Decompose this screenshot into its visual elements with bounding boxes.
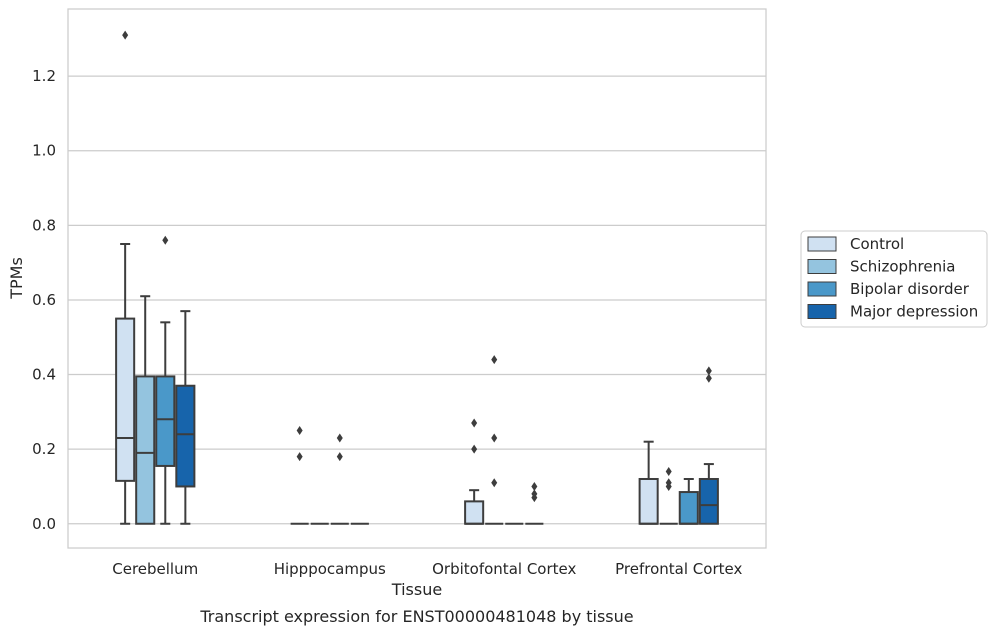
- outlier-point: [491, 478, 498, 488]
- y-tick-label: 1.2: [32, 67, 56, 85]
- box-1-0: [290, 426, 309, 525]
- box-3-2: [678, 477, 699, 525]
- figure-caption: Transcript expression for ENST0000048104…: [199, 607, 633, 626]
- boxes-layer: [115, 30, 719, 525]
- outlier-point: [336, 433, 343, 443]
- legend-swatch: [807, 236, 837, 252]
- outlier-point: [471, 418, 478, 428]
- outlier-point: [296, 452, 303, 462]
- box-body: [155, 375, 176, 467]
- box-body: [464, 500, 485, 525]
- box-body: [175, 384, 196, 488]
- outlier-point: [296, 426, 303, 436]
- outlier-point: [336, 452, 343, 462]
- y-tick-label: 1.0: [32, 142, 56, 160]
- outlier-point: [705, 366, 712, 376]
- box-body: [115, 317, 136, 482]
- box-2-0: [464, 418, 485, 525]
- legend-label: Control: [850, 235, 904, 253]
- plot-frame: [67, 8, 767, 549]
- x-tick-label: Cerebellum: [112, 560, 198, 578]
- legend-swatch: [807, 259, 837, 274]
- x-tick-label: Hipppocampus: [274, 560, 386, 578]
- y-tick-label: 0.2: [32, 440, 56, 458]
- box-body: [638, 477, 659, 525]
- box-2-3: [525, 481, 544, 525]
- outlier-point: [491, 355, 498, 365]
- box-body: [698, 477, 719, 525]
- legend-label: Schizophrenia: [850, 258, 955, 276]
- outlier-point: [531, 489, 538, 499]
- box-0-0: [115, 30, 136, 525]
- box-0-3: [175, 310, 196, 525]
- box-1-2: [330, 433, 349, 525]
- outlier-point: [705, 373, 712, 383]
- legend-label: Major depression: [850, 303, 978, 321]
- legend-label: Bipolar disorder: [850, 280, 970, 298]
- outlier-point: [122, 30, 129, 40]
- outlier-point: [162, 235, 169, 245]
- x-tick-label: Prefrontal Cortex: [615, 560, 742, 578]
- box-body: [135, 375, 156, 525]
- y-axis-label: TPMs: [7, 257, 26, 300]
- box-3-1: [659, 467, 678, 525]
- outlier-point: [665, 478, 672, 488]
- y-tick-label: 0.6: [32, 291, 56, 309]
- legend: Control Schizophrenia Bipolar disorder Majo…: [800, 230, 988, 328]
- box-3-3: [698, 366, 719, 525]
- box-body: [678, 491, 699, 525]
- y-tick-label: 0.8: [32, 216, 56, 234]
- y-tick-label: 0.4: [32, 366, 56, 384]
- box-2-1: [485, 355, 504, 525]
- outlier-point: [471, 444, 478, 454]
- box-0-1: [135, 295, 156, 525]
- box-3-0: [638, 440, 659, 525]
- y-tick-labels: 0.0 0.2 0.4 0.6 0.8 1.0 1.2: [32, 67, 56, 533]
- legend-swatch: [807, 304, 837, 319]
- plot-background: [68, 9, 766, 548]
- x-axis-label: Tissue: [391, 580, 442, 599]
- y-tick-label: 0.0: [32, 515, 56, 533]
- outlier-point: [531, 481, 538, 491]
- box-0-2: [155, 235, 176, 525]
- legend-swatch: [807, 281, 837, 297]
- x-tick-label: Orbitofontal Cortex: [432, 560, 576, 578]
- legend-frame: [800, 230, 988, 328]
- outlier-point: [491, 433, 498, 443]
- outlier-point: [665, 467, 672, 477]
- x-tick-labels: Cerebellum Hipppocampus Orbitofontal Corte…: [112, 560, 742, 578]
